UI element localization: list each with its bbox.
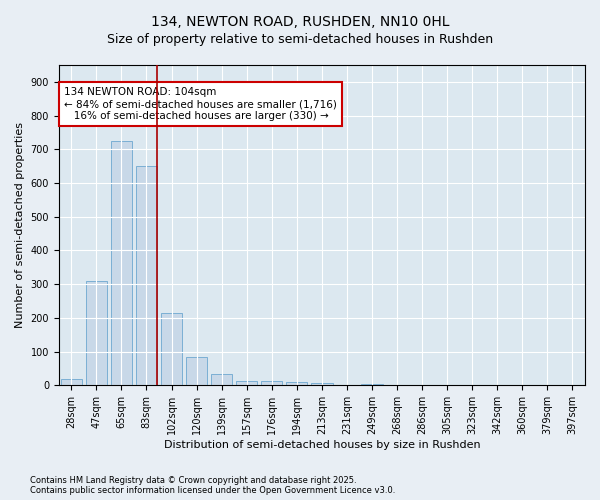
X-axis label: Distribution of semi-detached houses by size in Rushden: Distribution of semi-detached houses by … xyxy=(164,440,480,450)
Bar xyxy=(61,378,82,386)
Bar xyxy=(261,382,283,386)
Text: 134 NEWTON ROAD: 104sqm
← 84% of semi-detached houses are smaller (1,716)
   16%: 134 NEWTON ROAD: 104sqm ← 84% of semi-de… xyxy=(64,88,337,120)
Bar xyxy=(211,374,232,386)
Bar xyxy=(361,384,383,386)
Bar xyxy=(111,141,132,386)
Text: Contains HM Land Registry data © Crown copyright and database right 2025.
Contai: Contains HM Land Registry data © Crown c… xyxy=(30,476,395,495)
Bar xyxy=(136,166,157,386)
Text: 134, NEWTON ROAD, RUSHDEN, NN10 0HL: 134, NEWTON ROAD, RUSHDEN, NN10 0HL xyxy=(151,15,449,29)
Y-axis label: Number of semi-detached properties: Number of semi-detached properties xyxy=(15,122,25,328)
Bar xyxy=(86,281,107,386)
Bar xyxy=(236,382,257,386)
Bar xyxy=(161,313,182,386)
Bar xyxy=(286,382,307,386)
Bar xyxy=(311,382,332,386)
Bar xyxy=(186,356,207,386)
Text: Size of property relative to semi-detached houses in Rushden: Size of property relative to semi-detach… xyxy=(107,32,493,46)
